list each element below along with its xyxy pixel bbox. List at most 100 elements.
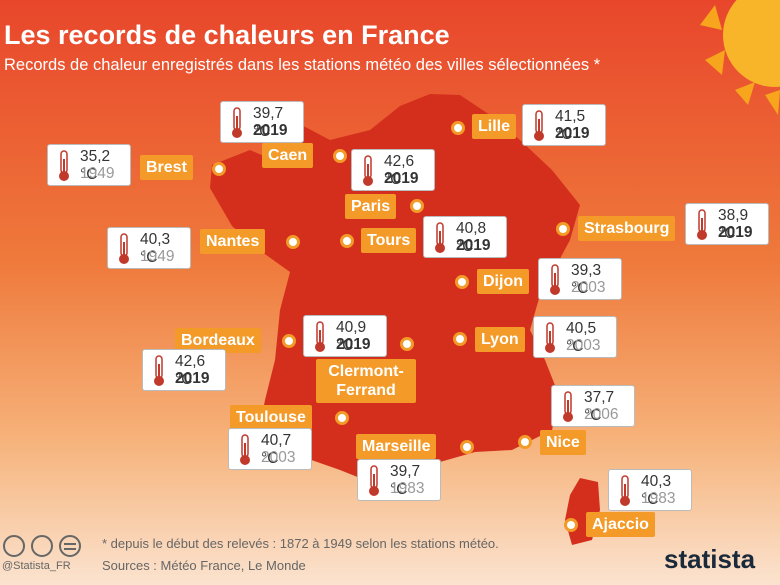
record-box: 39,7 °C 1983: [357, 459, 441, 501]
title: Les records de chaleurs en France: [4, 20, 450, 50]
city-label: Clermont-Ferrand: [316, 359, 416, 403]
city-label: Tours: [361, 228, 417, 253]
footnote: * depuis le début des relevés : 1872 à 1…: [102, 536, 499, 551]
record-temp: 40,7 °C: [261, 432, 292, 467]
city-dot: [212, 162, 226, 176]
record-box: 40,3 °C 1949: [107, 227, 191, 269]
record-year: 2003: [571, 279, 606, 296]
thermometer: [232, 107, 242, 138]
record-year: 2006: [584, 406, 619, 423]
record-temp: 40,5 °C: [566, 320, 597, 355]
city-label: Nice: [540, 430, 586, 455]
record-year: 2019: [175, 370, 210, 387]
city-dot: [340, 234, 354, 248]
record-temp: 37,7 °C: [584, 389, 615, 424]
record-temp: 40,9 °C: [336, 319, 367, 354]
record-box: 40,9 °C 2019: [303, 315, 387, 357]
city-label: Toulouse: [230, 405, 312, 430]
record-box: 39,7 °C 2019: [220, 101, 304, 143]
record-year: 2003: [261, 449, 296, 466]
record-year: 2019: [384, 170, 419, 187]
subtitle: Records de chaleur enregistrés dans les …: [4, 56, 601, 74]
record-box: 40,8 °C 2019: [423, 216, 507, 258]
thermometer: [697, 209, 707, 240]
record-box: 35,2 °C 1949: [47, 144, 131, 186]
record-temp: 39,7 °C: [253, 105, 284, 140]
city-dot: [286, 235, 300, 249]
record-year: 2019: [336, 336, 371, 353]
record-temp: 38,9 °C: [718, 207, 749, 242]
record-temp: 40,3 °C: [641, 473, 672, 508]
city-label: Caen: [262, 143, 314, 168]
city-dot: [518, 435, 532, 449]
record-year: 1983: [390, 480, 425, 497]
thermometer: [550, 264, 560, 295]
record-year: 1949: [140, 248, 175, 265]
city-dot: [556, 222, 570, 236]
handle: @Statista_FR: [2, 560, 71, 572]
france-outline: [210, 94, 580, 500]
city-label: Strasbourg: [578, 216, 676, 241]
city-dot: [451, 121, 465, 135]
thermometer: [545, 322, 555, 353]
city-label: Marseille: [356, 434, 437, 459]
record-year: 2019: [718, 224, 753, 241]
city-label: Nantes: [200, 229, 266, 254]
record-box: 42,6 °C 2019: [351, 149, 435, 191]
city-dot: [455, 275, 469, 289]
record-year: 2019: [253, 122, 288, 139]
city-dot: [282, 334, 296, 348]
thermometer: [154, 355, 164, 386]
sources: Sources : Météo France, Le Monde: [102, 558, 306, 573]
thermometer: [620, 475, 630, 506]
city-label: Lyon: [475, 327, 525, 352]
record-temp: 39,7 °C: [390, 463, 421, 498]
thermometer: [59, 150, 69, 181]
city-dot: [333, 149, 347, 163]
record-temp: 39,3 °C: [571, 262, 602, 297]
city-label: Paris: [345, 194, 397, 219]
record-year: 2019: [555, 125, 590, 142]
city-dot: [335, 411, 349, 425]
record-temp: 40,3 °C: [140, 231, 171, 266]
city-label: Lille: [472, 114, 517, 139]
city-dot: [453, 332, 467, 346]
sun: [700, 0, 780, 115]
thermometer: [119, 233, 129, 264]
thermometer: [240, 434, 250, 465]
record-box: 37,7 °C 2006: [551, 385, 635, 427]
record-box: 38,9 °C 2019: [685, 203, 769, 245]
city-dot: [460, 440, 474, 454]
record-year: 2019: [456, 237, 491, 254]
record-year: 2003: [566, 337, 601, 354]
thermometer: [315, 321, 325, 352]
thermometer: [369, 465, 379, 496]
record-box: 42,6 °C 2019: [142, 349, 226, 391]
license-icons: [3, 535, 81, 557]
thermometer: [363, 155, 373, 186]
record-box: 39,3 °C 2003: [538, 258, 622, 300]
record-temp: 42,6 °C: [384, 153, 415, 188]
record-year: 1983: [641, 490, 676, 507]
record-box: 40,3 °C 1983: [608, 469, 692, 511]
record-temp: 42,6 °C: [175, 353, 206, 388]
record-box: 40,5 °C 2003: [533, 316, 617, 358]
record-temp: 41,5 °C: [555, 108, 586, 143]
record-temp: 40,8 °C: [456, 220, 487, 255]
thermometer: [563, 391, 573, 422]
city-dot: [410, 199, 424, 213]
thermometer: [435, 222, 445, 253]
city-label: Brest: [140, 155, 193, 180]
city-label: Dijon: [477, 269, 529, 294]
city-dot: [564, 518, 578, 532]
thermometer: [534, 110, 544, 141]
record-box: 40,7 °C 2003: [228, 428, 312, 470]
city-label: Bordeaux: [175, 328, 261, 353]
record-year: 1949: [80, 165, 115, 182]
record-temp: 35,2 °C: [80, 148, 111, 183]
brand: statista: [664, 544, 756, 574]
city-dot: [400, 337, 414, 351]
city-label: Ajaccio: [586, 512, 655, 537]
